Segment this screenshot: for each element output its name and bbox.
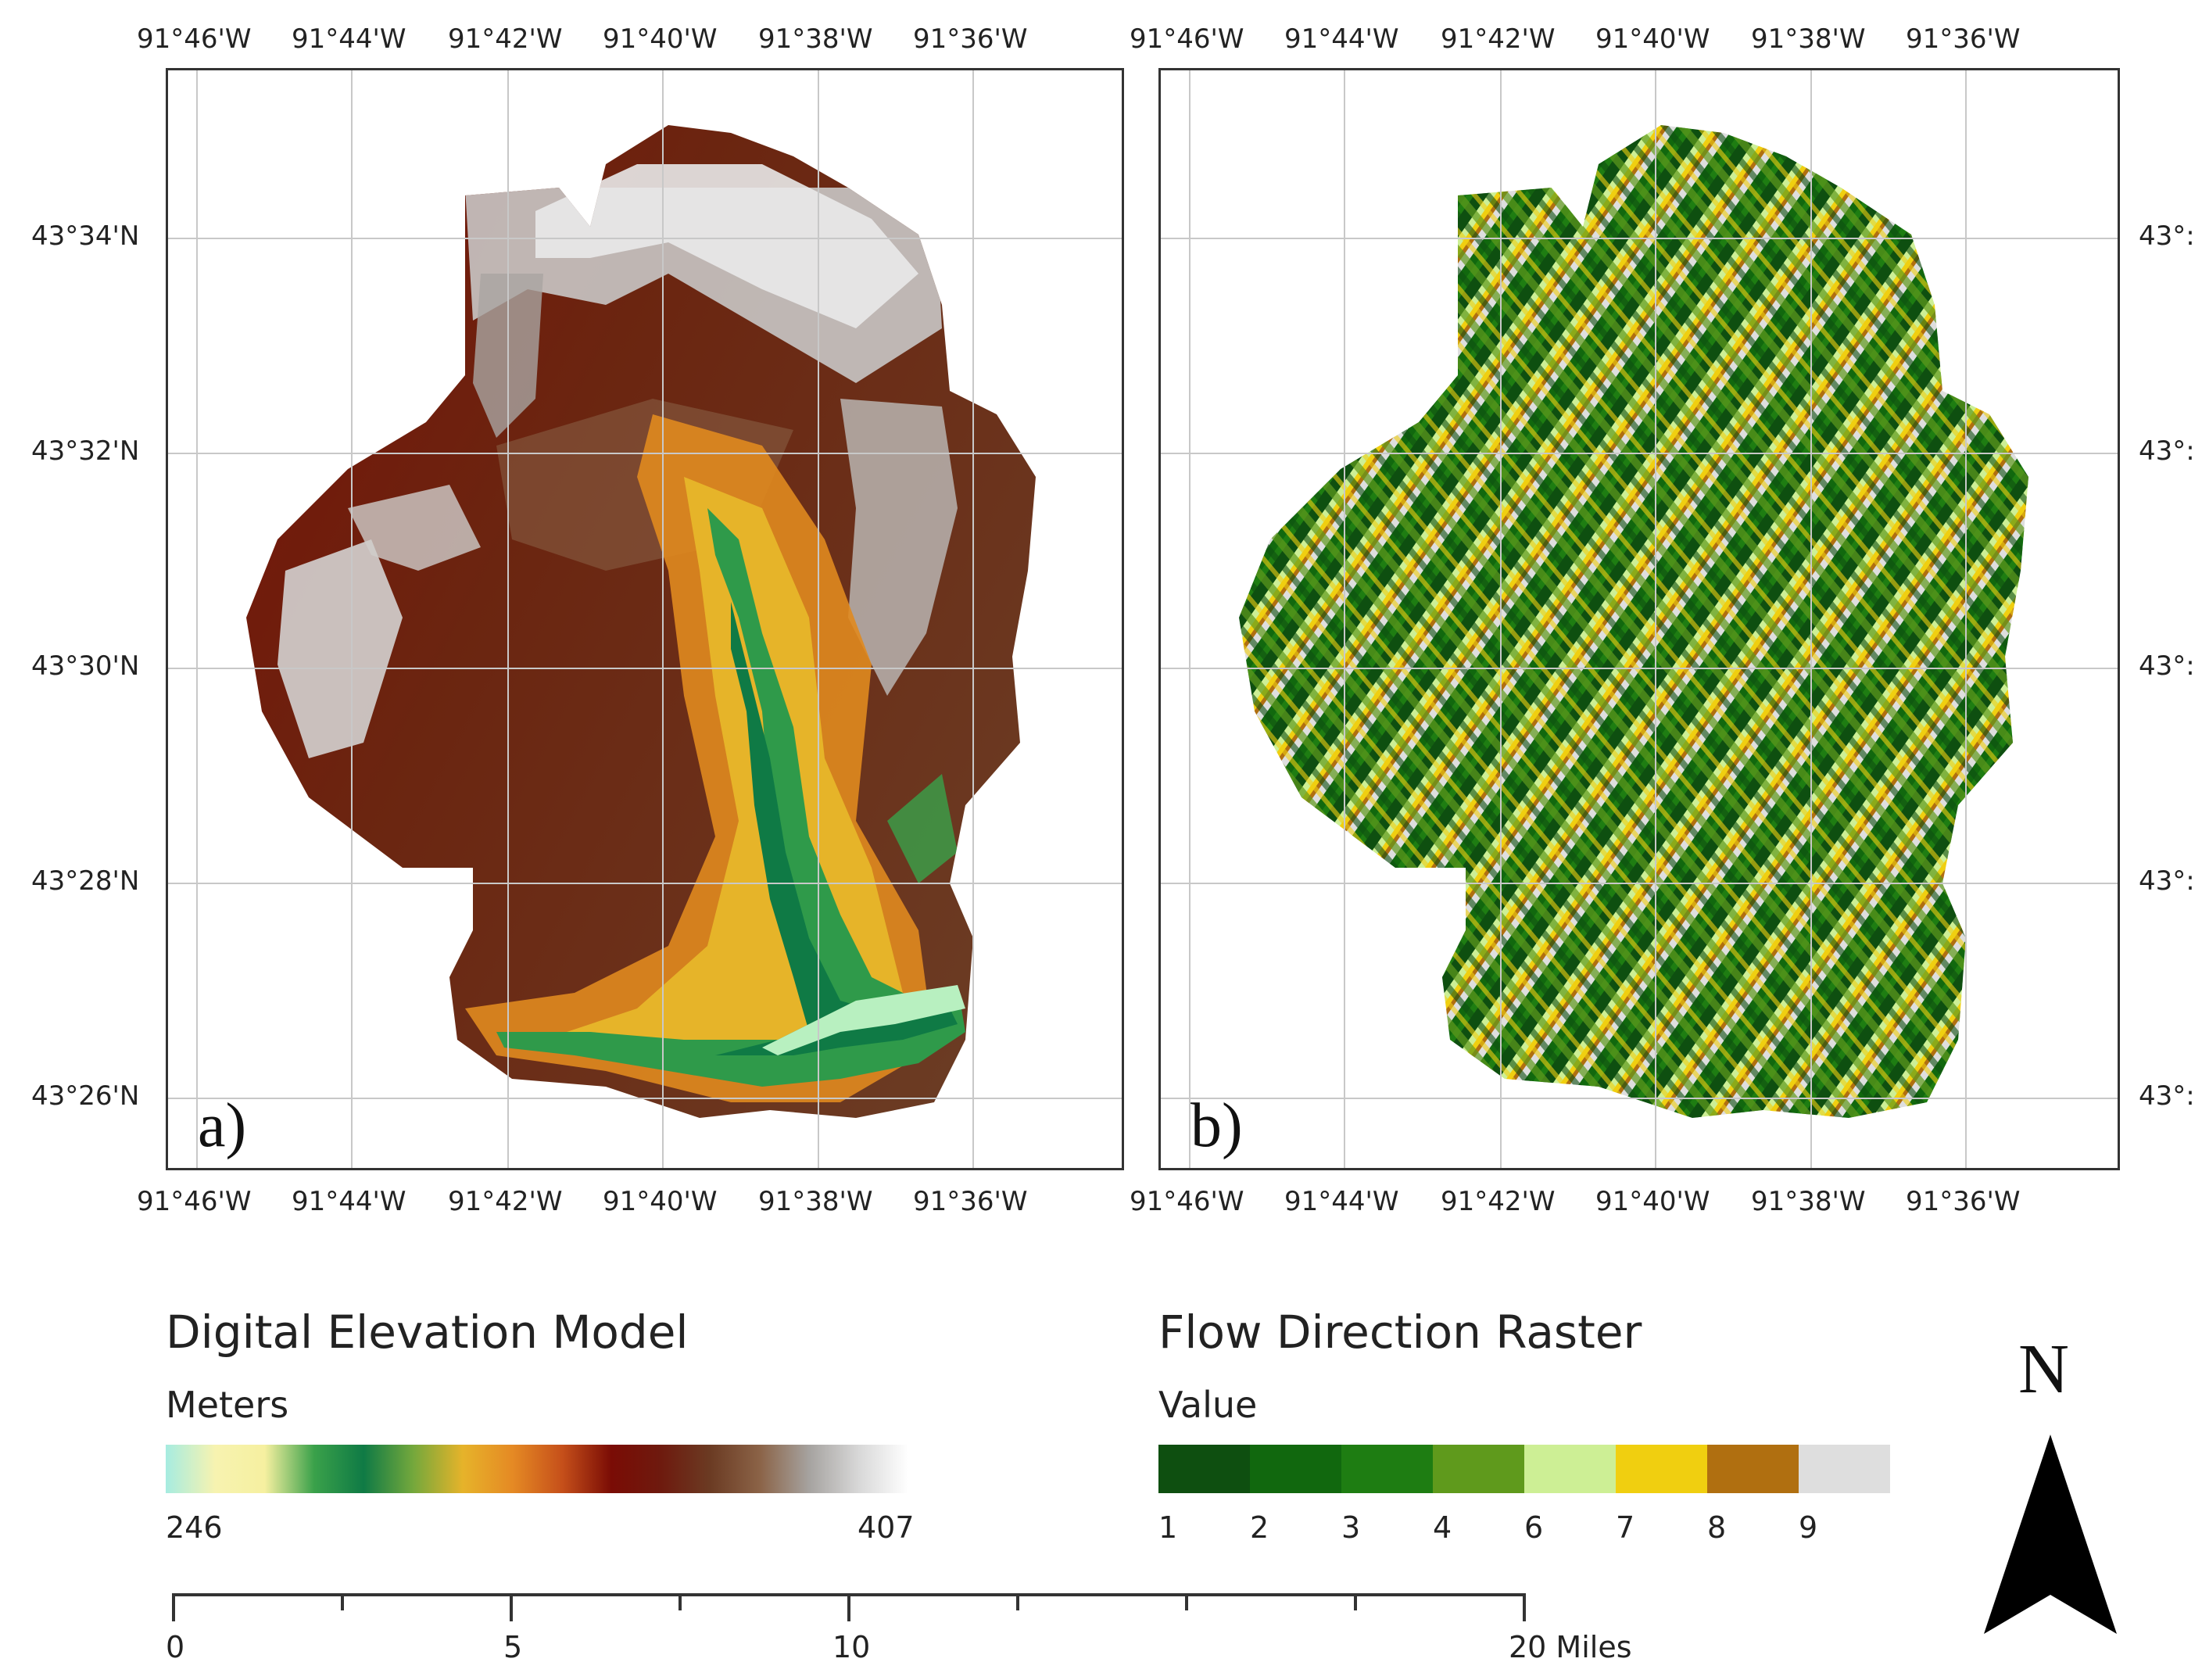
scale-bar <box>172 1593 1526 1621</box>
flow-class-label: 1 <box>1158 1510 1178 1545</box>
lon-label: 91°38'W <box>758 23 873 55</box>
lon-label: 91°36'W <box>1906 1186 2021 1217</box>
lon-label: 91°36'W <box>913 23 1028 55</box>
lon-label: 91°46'W <box>1130 1186 1244 1217</box>
flow-class-label: 2 <box>1250 1510 1269 1545</box>
dem-legend-unit: Meters <box>166 1384 289 1426</box>
graticule-b <box>1161 70 2118 1168</box>
dem-map <box>168 70 1122 1168</box>
flow-legend-unit: Value <box>1158 1384 1258 1426</box>
flow-class-label: 4 <box>1433 1510 1452 1545</box>
dem-max-label: 407 <box>858 1510 915 1545</box>
lon-label: 91°38'W <box>1751 23 1866 55</box>
dem-color-ramp <box>166 1445 908 1493</box>
flow-class-swatch <box>1341 1445 1433 1493</box>
lon-label: 91°42'W <box>1441 1186 1556 1217</box>
lon-label: 91°38'W <box>1751 1186 1866 1217</box>
flow-class-label: 6 <box>1524 1510 1544 1545</box>
flow-class-label: 8 <box>1707 1510 1727 1545</box>
flow-class-swatch <box>1799 1445 1890 1493</box>
flow-class-label: 9 <box>1799 1510 1818 1545</box>
scale-label: 10 <box>832 1630 871 1664</box>
flow-class-label: 7 <box>1616 1510 1635 1545</box>
lon-label: 91°40'W <box>1595 23 1710 55</box>
lon-label: 91°42'W <box>448 1186 563 1217</box>
scale-label: 0 <box>166 1630 185 1664</box>
panel-label-a: a) <box>198 1091 247 1160</box>
panel-label-b: b) <box>1191 1091 1243 1160</box>
lon-label: 91°46'W <box>137 23 252 55</box>
flow-legend-title: Flow Direction Raster <box>1158 1306 1642 1359</box>
flow-class-label: 3 <box>1341 1510 1361 1545</box>
lat-label: 43°26'N <box>31 1080 140 1112</box>
flow-class-swatch <box>1524 1445 1616 1493</box>
lon-label: 91°38'W <box>758 1186 873 1217</box>
flow-class-swatch <box>1158 1445 1250 1493</box>
lon-label: 91°36'W <box>913 1186 1028 1217</box>
lat-label: 43°: <box>2139 220 2195 252</box>
lon-label: 91°36'W <box>1906 23 2021 55</box>
lon-label: 91°44'W <box>292 23 406 55</box>
dem-legend-title: Digital Elevation Model <box>166 1306 689 1359</box>
flow-class-swatch <box>1250 1445 1341 1493</box>
graticule-a <box>168 70 1122 1168</box>
lon-label: 91°40'W <box>1595 1186 1710 1217</box>
map-panel-a: a) <box>166 68 1124 1170</box>
lon-label: 91°44'W <box>1284 1186 1399 1217</box>
lon-label: 91°42'W <box>1441 23 1556 55</box>
map-panel-b: b) <box>1158 68 2120 1170</box>
flow-class-swatch <box>1707 1445 1799 1493</box>
lat-label: 43°: <box>2139 650 2195 682</box>
lon-label: 91°44'W <box>1284 23 1399 55</box>
lat-label: 43°: <box>2139 435 2195 467</box>
lat-label: 43°: <box>2139 865 2195 897</box>
lon-label: 91°40'W <box>603 1186 718 1217</box>
lat-label: 43°32'N <box>31 435 140 467</box>
flow-class-swatch <box>1616 1445 1707 1493</box>
lon-label: 91°46'W <box>1130 23 1244 55</box>
lon-label: 91°40'W <box>603 23 718 55</box>
dem-min-label: 246 <box>166 1510 223 1545</box>
flow-direction-map <box>1161 70 2118 1168</box>
flow-color-classes <box>1158 1445 1890 1493</box>
lat-label: 43°34'N <box>31 220 140 252</box>
lat-label: 43°30'N <box>31 650 140 682</box>
lon-label: 91°46'W <box>137 1186 252 1217</box>
flow-class-swatch <box>1433 1445 1524 1493</box>
scale-label: 20 Miles <box>1509 1630 1632 1664</box>
flow-class-labels: 1 2 3 4 6 7 8 9 <box>1158 1510 1890 1549</box>
scale-label: 5 <box>503 1630 523 1664</box>
lat-label: 43°: <box>2139 1080 2195 1112</box>
north-arrow-icon <box>1984 1435 2117 1634</box>
lon-label: 91°44'W <box>292 1186 406 1217</box>
north-label: N <box>2018 1331 2069 1408</box>
lat-label: 43°28'N <box>31 865 140 897</box>
lon-label: 91°42'W <box>448 23 563 55</box>
